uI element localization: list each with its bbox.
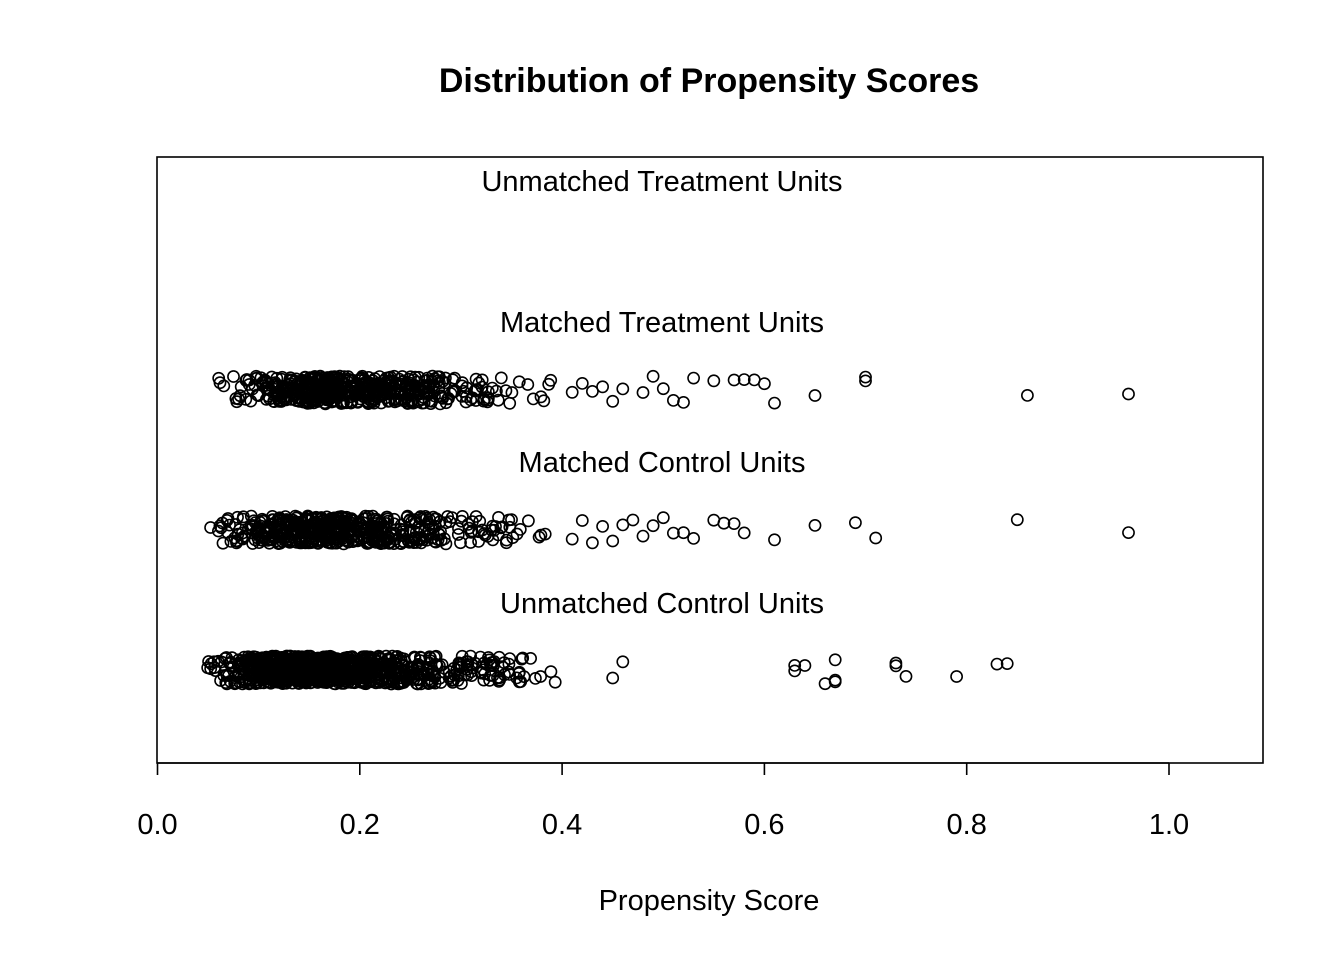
data-point [769,534,780,545]
data-point [577,515,588,526]
data-point [577,378,588,389]
data-point [567,387,578,398]
data-point [830,654,841,665]
data-point [550,677,561,688]
x-tick-label: 0.4 [542,809,582,841]
data-point [688,533,699,544]
data-point [1123,527,1134,538]
x-axis: 0.0 0.2 0.4 0.6 0.8 1.0 [137,763,1189,841]
data-point [545,666,556,677]
data-point [1123,388,1134,399]
data-point [627,514,638,525]
data-point [658,512,669,523]
data-point [1012,514,1023,525]
x-axis-label: Propensity Score [599,885,820,917]
data-point [688,373,699,384]
group-label-unmatched-treatment: Unmatched Treatment Units [481,166,842,198]
data-point [617,656,628,667]
data-point [567,534,578,545]
data-point [850,517,861,528]
data-point [228,371,239,382]
data-point [504,398,515,409]
data-point [809,390,820,401]
group-label-unmatched-control: Unmatched Control Units [500,588,824,620]
x-tick-label: 0.0 [137,809,177,841]
data-point [648,371,659,382]
x-tick-label: 0.2 [340,809,380,841]
data-point [637,387,648,398]
data-point [900,671,911,682]
data-point [637,531,648,542]
data-point [597,381,608,392]
x-tick-label: 0.6 [744,809,784,841]
data-point [528,393,539,404]
data-point [607,535,618,546]
data-point [501,535,512,546]
data-point [678,397,689,408]
data-point [543,379,554,390]
data-point [648,520,659,531]
data-point [597,521,608,532]
data-point [607,672,618,683]
data-point [769,398,780,409]
data-point [951,671,962,682]
data-point [658,383,669,394]
points-layer [202,371,1134,690]
x-tick-label: 1.0 [1149,809,1189,841]
data-point [217,538,228,549]
data-point [587,537,598,548]
data-point [668,395,679,406]
group-label-matched-control: Matched Control Units [519,447,806,479]
data-point [739,527,750,538]
data-point [870,532,881,543]
data-point [496,372,507,383]
group-label-matched-treatment: Matched Treatment Units [500,307,824,339]
data-point [523,515,534,526]
x-tick-label: 0.8 [947,809,987,841]
data-point [759,378,770,389]
data-point [809,520,820,531]
data-point [708,375,719,386]
data-point [1022,390,1033,401]
data-point [607,396,618,407]
chart-title: Distribution of Propensity Scores [439,62,979,100]
data-point [617,383,628,394]
